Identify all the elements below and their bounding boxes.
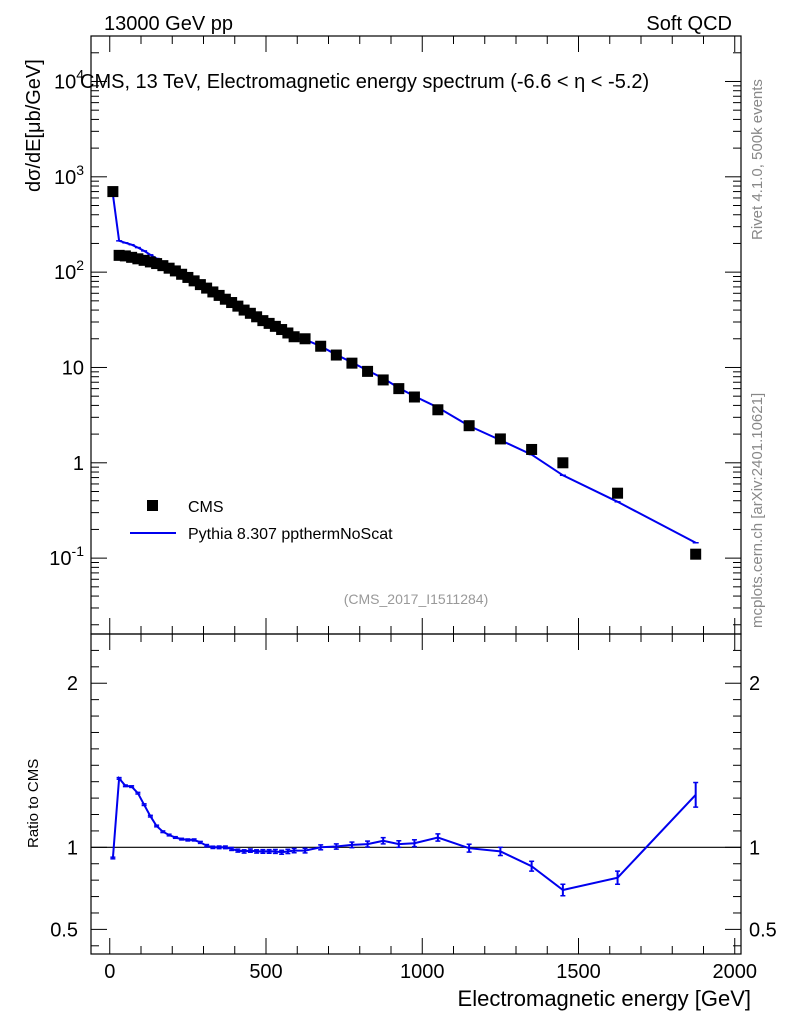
mc-line — [111, 194, 697, 544]
data-point — [119, 250, 131, 262]
x-tick-label: 500 — [249, 961, 282, 983]
data-point — [557, 457, 569, 469]
main-marks — [107, 186, 702, 560]
ratio-y-tick-label-right: 1 — [749, 837, 760, 859]
ratio-y-tick-label-right: 0.5 — [749, 919, 777, 941]
x-axis-label: Electromagnetic energy [GeV] — [458, 986, 751, 1011]
header-left: 13000 GeV pp — [104, 13, 233, 35]
data-point — [182, 271, 194, 283]
data-point — [269, 320, 281, 332]
data-point — [463, 420, 475, 432]
data-point — [612, 487, 624, 499]
y-tick-label: 1 — [73, 453, 84, 475]
ratio-ticks — [91, 633, 741, 954]
data-point — [232, 300, 244, 312]
data-point — [282, 327, 294, 339]
data-point — [257, 315, 269, 327]
data-point — [432, 404, 444, 416]
data-point — [299, 333, 311, 345]
data-point — [113, 249, 125, 261]
legend: CMS Pythia 8.307 ppthermNoScat — [130, 499, 393, 543]
data-point — [132, 253, 144, 265]
ratio-y-tick-label-right: 2 — [749, 673, 760, 695]
data-point — [207, 286, 219, 298]
y-tick-label: 103 — [54, 162, 84, 189]
ratio-marks — [110, 775, 699, 897]
main-panel: 10-1 1 10 102 103 104 CMS, 13 TeV, Electromag… — [23, 35, 742, 635]
data-point — [219, 293, 231, 305]
x-tick-label: 2000 — [713, 961, 758, 983]
data-point — [330, 349, 342, 361]
y-tick-label: 10 — [62, 357, 84, 379]
data-point — [163, 262, 175, 274]
main-y-tick-labels: 10-1 1 10 102 103 104 — [49, 66, 84, 570]
ratio-y-tick-labels: 0.5 0.5 1 1 2 2 — [50, 673, 777, 941]
ratio-y-tick-label: 2 — [67, 673, 78, 695]
data-point — [238, 304, 250, 316]
x-tick-label: 1500 — [556, 961, 601, 983]
data-point — [346, 357, 358, 369]
data-point — [107, 186, 119, 198]
legend-marker-cms — [147, 500, 158, 511]
ratio-frame — [90, 633, 742, 955]
ratio-line — [111, 775, 697, 892]
data-point — [169, 265, 181, 277]
ratio-y-axis-label: Ratio to CMS — [25, 759, 42, 848]
main-y-axis-label: dσ/dE[μb/GeV] — [23, 59, 45, 192]
data-point — [176, 268, 188, 280]
data-point — [151, 258, 163, 270]
rivet-label: Rivet 4.1.0, 500k events — [749, 79, 766, 240]
x-tick-label: 1000 — [400, 961, 445, 983]
legend-label-pythia: Pythia 8.307 ppthermNoScat — [188, 526, 393, 543]
y-tick-label: 104 — [54, 66, 84, 93]
ratio-panel: 0.5 0.5 1 1 2 2 Ratio to CMS — [25, 633, 777, 955]
data-point — [138, 254, 150, 266]
data-point — [526, 443, 538, 455]
data-point — [690, 548, 702, 560]
main-frame — [90, 35, 742, 635]
data-point — [408, 391, 420, 403]
data-point — [251, 311, 263, 323]
x-tick-label: 0 — [104, 961, 115, 983]
ratio-y-tick-label: 1 — [67, 837, 78, 859]
data-point — [201, 282, 213, 294]
data-point — [188, 275, 200, 287]
data-point — [194, 279, 206, 291]
data-point — [263, 317, 275, 329]
x-tick-labels: 0 500 1000 1500 2000 — [104, 961, 757, 983]
mcplots-label: mcplots.cern.ch [arXiv:2401.10621] — [749, 393, 766, 628]
data-point — [393, 383, 405, 395]
data-point — [315, 340, 327, 352]
ratio-y-tick-label: 0.5 — [50, 919, 78, 941]
y-tick-label: 102 — [54, 257, 84, 284]
main-title: CMS, 13 TeV, Electromagnetic energy spec… — [80, 71, 649, 93]
data-point — [226, 297, 238, 309]
y-tick-label: 10-1 — [49, 543, 84, 570]
watermark: (CMS_2017_I1511284) — [344, 591, 489, 607]
data-point — [362, 365, 374, 377]
data-point — [494, 433, 506, 445]
data-point — [377, 374, 389, 386]
data-point — [157, 260, 169, 272]
data-point — [288, 331, 300, 343]
main-ticks — [91, 35, 741, 634]
data-point — [244, 307, 256, 319]
header-right: Soft QCD — [646, 13, 732, 35]
legend-label-cms: CMS — [188, 499, 224, 516]
data-point — [126, 251, 138, 263]
data-point — [276, 324, 288, 336]
data-point — [213, 289, 225, 301]
data-point — [144, 256, 156, 268]
